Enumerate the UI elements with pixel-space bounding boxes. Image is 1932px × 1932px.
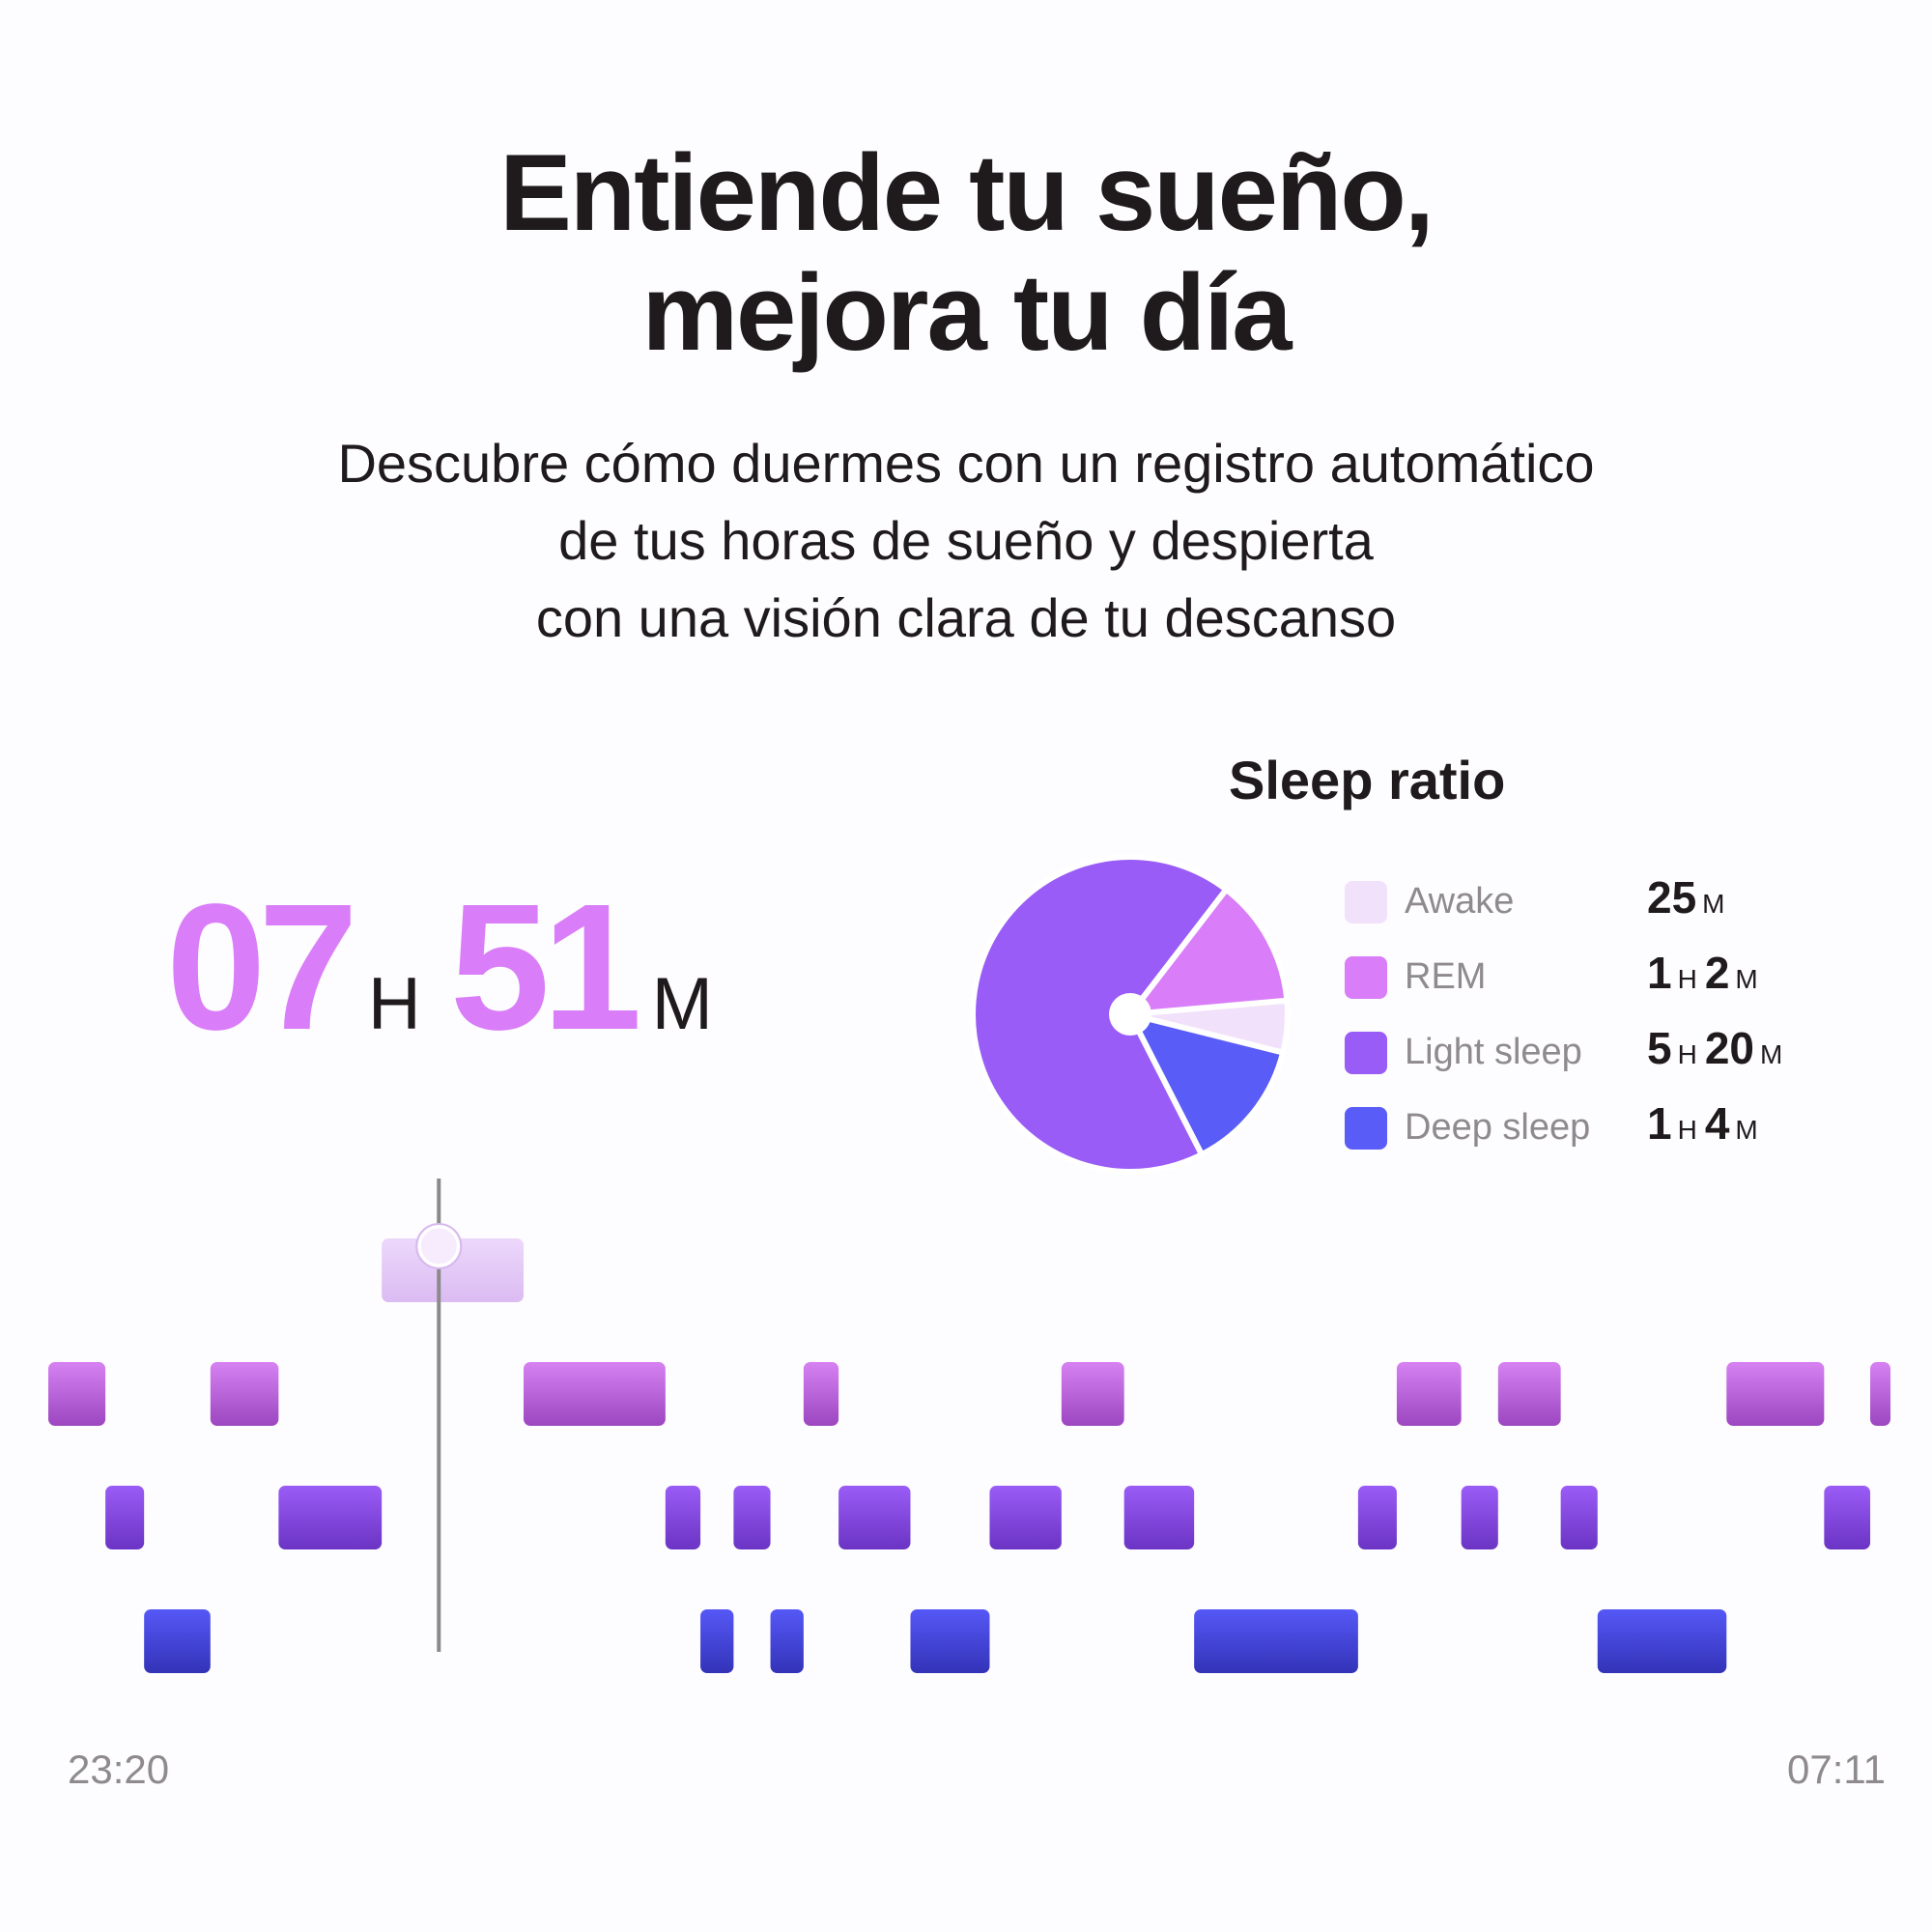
legend-value-unit: M (1735, 964, 1758, 994)
pie-slice-deep-sleep (1127, 1011, 1287, 1158)
hypnogram-segment-deep-sleep (1597, 1609, 1727, 1673)
pie-center-hole (1109, 993, 1151, 1036)
total-hours: 07 (166, 867, 358, 1067)
hypnogram-segment-deep-sleep (770, 1609, 804, 1673)
legend-value-unit: H (1677, 964, 1697, 994)
legend-item-rem: REM 1 H 2 M (1343, 947, 1884, 1022)
hypnogram-segment-rem (1396, 1362, 1462, 1426)
legend-item-awake: Awake 25 M (1343, 871, 1884, 947)
hypnogram-segment-rem (210, 1362, 279, 1426)
hypnogram-segment-light-sleep (278, 1486, 383, 1549)
legend-value-number: 25 (1647, 872, 1697, 923)
hypnogram-segment-deep-sleep (910, 1609, 990, 1673)
legend-value-number: 2 (1704, 948, 1730, 998)
hypnogram-segment-light-sleep (989, 1486, 1062, 1549)
legend-value-unit: M (1735, 1115, 1758, 1145)
hypnogram-segment-deep-sleep (700, 1609, 734, 1673)
subtitle-line-1: Descubre cómo duermes con un registro au… (337, 433, 1595, 494)
legend-item-light-sleep: Light sleep 5 H 20 M (1343, 1022, 1884, 1097)
sleep-ratio-pie-chart (970, 854, 1291, 1175)
hypnogram-segment-light-sleep (838, 1486, 911, 1549)
pie-slice-light-sleep (970, 854, 1230, 1175)
subtitle: Descubre cómo duermes con un registro au… (0, 425, 1932, 657)
hypnogram-segment-rem (1497, 1362, 1561, 1426)
legend-value: 5 H 20 M (1647, 1022, 1790, 1074)
headline-line-2: mejora tu día (641, 252, 1292, 373)
start-time-label: 23:20 (68, 1747, 170, 1792)
legend-value-number: 4 (1704, 1098, 1730, 1149)
hypnogram-segment-light-sleep (1357, 1486, 1397, 1549)
hypnogram-segment-light-sleep (1824, 1486, 1871, 1549)
legend-label: Deep sleep (1405, 1107, 1591, 1148)
hypnogram-segment-deep-sleep (1194, 1609, 1358, 1673)
hypnogram-segment-light-sleep (1461, 1486, 1498, 1549)
sleep-ratio-legend: Awake 25 M REM 1 H 2 M Light sleep 5 H 20 M Deep slee… (1343, 871, 1884, 1173)
legend-value-unit: H (1677, 1115, 1697, 1145)
end-time-label: 07:11 (1787, 1747, 1886, 1792)
legend-value-unit: M (1702, 889, 1725, 919)
subtitle-line-3: con una visión clara de tu descanso (535, 587, 1397, 648)
legend-value-unit: H (1677, 1039, 1697, 1069)
legend-label: Light sleep (1405, 1032, 1582, 1072)
headline: Entiende tu sueño, mejora tu día (0, 133, 1932, 373)
sleep-stage-hypnogram (48, 1179, 1890, 1673)
legend-value-unit: M (1760, 1039, 1783, 1069)
hypnogram-segment-rem (1061, 1362, 1124, 1426)
legend-label: REM (1405, 956, 1487, 997)
hypnogram-segment-rem (1870, 1362, 1890, 1426)
sleep-ratio-title: Sleep ratio (1229, 750, 1506, 810)
hypnogram-segment-rem (48, 1362, 106, 1426)
total-sleep-duration: 07 H 51 M (166, 865, 742, 1067)
hypnogram-segment-rem (1726, 1362, 1825, 1426)
legend-value: 25 M (1647, 871, 1733, 923)
total-minutes: 51 (449, 867, 642, 1067)
legend-value-number: 1 (1647, 948, 1672, 998)
hypnogram-segment-light-sleep (733, 1486, 771, 1549)
legend-label: Awake (1405, 881, 1515, 922)
hypnogram-segment-light-sleep (1123, 1486, 1195, 1549)
total-minutes-unit: M (651, 963, 713, 1045)
timeline-cursor-handle[interactable] (415, 1223, 462, 1269)
hypnogram-segment-light-sleep (105, 1486, 145, 1549)
pie-slice-rem (1127, 886, 1291, 1017)
timeline-cursor-handle-ring (415, 1223, 463, 1269)
legend-swatch (1345, 881, 1387, 923)
legend-value-number: 5 (1647, 1023, 1672, 1073)
legend-value-number: 1 (1647, 1098, 1672, 1149)
total-hours-unit: H (367, 963, 421, 1045)
legend-swatch (1345, 1107, 1387, 1150)
legend-item-deep-sleep: Deep sleep 1 H 4 M (1343, 1097, 1884, 1173)
hypnogram-segment-deep-sleep (144, 1609, 211, 1673)
subtitle-line-2: de tus horas de sueño y despierta (558, 510, 1374, 571)
hypnogram-segment-rem (524, 1362, 666, 1426)
hypnogram-segment-light-sleep (665, 1486, 701, 1549)
hypnogram-segment-rem (803, 1362, 839, 1426)
legend-value-number: 20 (1704, 1023, 1754, 1073)
headline-line-1: Entiende tu sueño, (499, 132, 1435, 253)
legend-swatch (1345, 956, 1387, 999)
hypnogram-segment-light-sleep (1560, 1486, 1598, 1549)
legend-swatch (1345, 1032, 1387, 1074)
